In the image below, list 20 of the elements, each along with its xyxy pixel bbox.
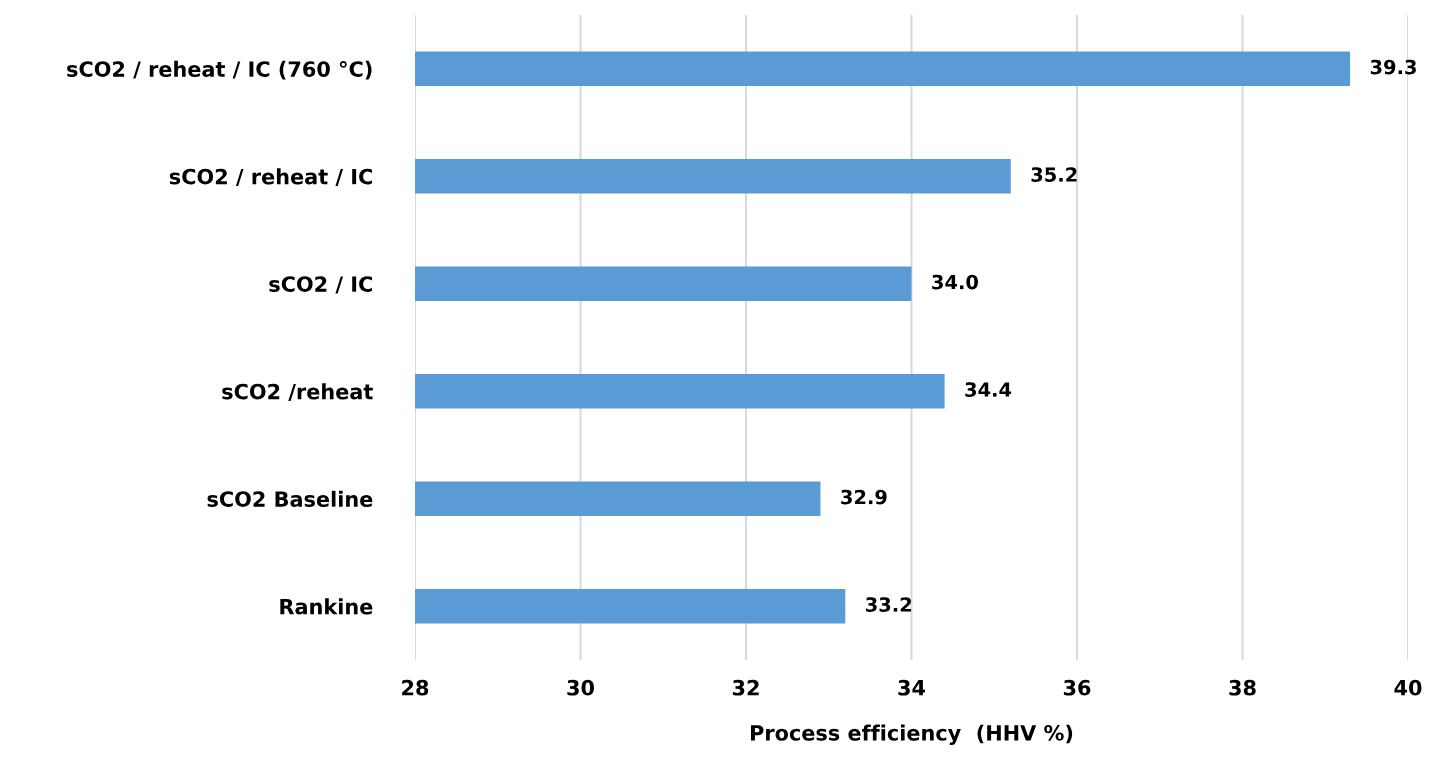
x-tick-label: 28 (402, 679, 429, 696)
y-tick-label: sCO2 / reheat / IC (760 °C) (67, 60, 372, 80)
data-label: 33.2 (866, 597, 912, 612)
x-tick-label: 30 (567, 679, 594, 696)
y-tick-label: sCO2 /reheat (222, 383, 373, 402)
data-label: 39.3 (1370, 59, 1416, 75)
x-tick-label: 40 (1394, 679, 1422, 696)
x-tick-label: 32 (732, 679, 759, 696)
data-label: 35.2 (1031, 167, 1077, 182)
y-tick-label: sCO2 / reheat / IC (169, 168, 372, 187)
data-label: 34.0 (932, 274, 978, 290)
x-tick-label: 36 (1063, 679, 1091, 696)
y-tick-label: sCO2 / IC (269, 276, 372, 294)
data-label: 32.9 (841, 489, 887, 505)
x-tick-label: 34 (898, 679, 926, 696)
y-tick-label: Rankine (280, 598, 373, 615)
data-label: 34.4 (965, 382, 1012, 397)
x-axis-title: Process efficiency (HHV %) (750, 724, 1073, 745)
x-tick-label: 38 (1229, 679, 1256, 696)
y-tick-label: sCO2 Baseline (207, 490, 373, 507)
